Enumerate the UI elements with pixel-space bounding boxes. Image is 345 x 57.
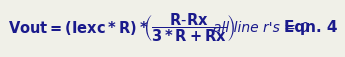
Text: all line r's = 0: all line r's = 0 xyxy=(213,21,309,34)
Text: $\mathbf{\left(\dfrac{R\text{-}Rx}{3*R+Rx}\right)}$: $\mathbf{\left(\dfrac{R\text{-}Rx}{3*R+R… xyxy=(142,11,235,43)
Text: $\mathbf{Vout = (Iexc*R)*}$: $\mathbf{Vout = (Iexc*R)*}$ xyxy=(8,19,148,36)
Text: Eqn. 4: Eqn. 4 xyxy=(284,20,337,35)
